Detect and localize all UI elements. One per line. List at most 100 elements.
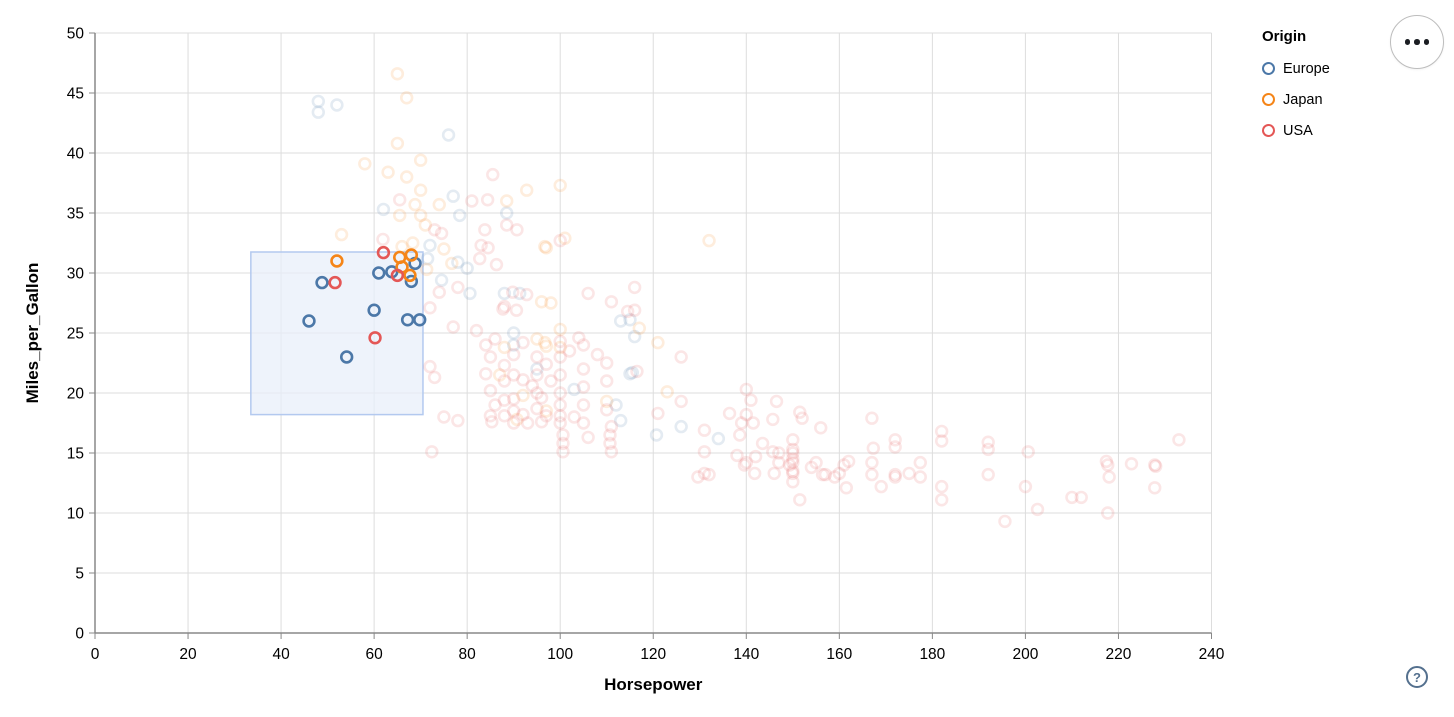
point-europe xyxy=(625,365,640,380)
x-axis-title: Horsepower xyxy=(604,675,703,694)
point-usa xyxy=(530,386,544,400)
dot xyxy=(1414,39,1420,45)
x-tick-label: 140 xyxy=(733,646,759,663)
point-usa xyxy=(766,445,780,459)
point-europe-selected xyxy=(404,274,419,289)
y-tick-label: 10 xyxy=(67,506,85,523)
point-usa xyxy=(427,370,442,385)
point-usa xyxy=(1148,458,1162,472)
europe-symbol-icon xyxy=(1262,62,1275,75)
x-tick-label: 120 xyxy=(640,646,666,663)
point-usa xyxy=(888,470,902,484)
point-usa xyxy=(697,445,712,459)
point-usa xyxy=(730,448,744,463)
point-usa xyxy=(520,416,535,430)
x-tick-label: 160 xyxy=(826,646,852,663)
point-japan xyxy=(520,183,534,197)
point-usa xyxy=(446,320,460,334)
point-usa xyxy=(488,398,502,412)
point-usa xyxy=(489,257,504,272)
point-japan xyxy=(530,332,544,346)
point-usa xyxy=(506,368,521,382)
point-usa xyxy=(576,338,591,352)
point-usa xyxy=(841,454,856,469)
point-usa xyxy=(865,411,879,425)
point-usa xyxy=(1148,459,1163,473)
point-usa xyxy=(865,455,879,470)
point-usa xyxy=(496,302,510,316)
point-usa xyxy=(837,458,851,472)
point-japan xyxy=(413,183,428,197)
y-axis-title: Miles_per_Gallon xyxy=(23,263,42,404)
point-usa xyxy=(1172,433,1186,447)
point-japan xyxy=(358,157,372,171)
point-japan xyxy=(418,218,432,232)
point-usa xyxy=(1030,502,1045,517)
point-europe xyxy=(330,98,344,112)
point-japan xyxy=(497,340,512,355)
point-europe xyxy=(513,286,527,301)
point-usa xyxy=(525,379,539,393)
point-usa xyxy=(786,433,800,447)
point-europe-selected xyxy=(367,303,381,317)
point-usa xyxy=(746,416,760,430)
point-usa xyxy=(423,359,437,374)
vega-actions-button[interactable] xyxy=(1390,15,1444,69)
legend-title: Origin xyxy=(1262,28,1307,45)
point-europe xyxy=(613,314,628,328)
point-usa xyxy=(604,445,619,459)
y-tick-label: 40 xyxy=(67,146,85,163)
point-usa xyxy=(620,304,635,319)
point-usa xyxy=(998,514,1012,529)
point-usa xyxy=(516,373,530,387)
point-europe-selected xyxy=(315,275,329,290)
point-europe xyxy=(609,398,623,412)
legend-entry-usa: USA xyxy=(1262,115,1412,146)
point-japan xyxy=(516,388,530,403)
point-usa xyxy=(432,285,446,299)
point-europe xyxy=(500,206,514,220)
point-japan xyxy=(445,256,459,271)
point-usa xyxy=(1021,445,1035,459)
point-usa xyxy=(530,350,544,364)
ellipsis-icon xyxy=(1404,39,1430,45)
point-usa xyxy=(786,466,800,481)
point-europe xyxy=(649,428,664,442)
point-usa xyxy=(516,407,530,422)
point-usa xyxy=(497,393,512,407)
point-usa xyxy=(567,410,581,424)
point-europe-selected xyxy=(302,314,316,328)
point-japan xyxy=(539,404,553,418)
point-europe xyxy=(506,326,521,340)
point-europe xyxy=(451,255,465,269)
y-tick-label: 5 xyxy=(75,566,84,583)
point-japan xyxy=(600,394,614,409)
point-usa xyxy=(814,421,828,435)
point-usa xyxy=(839,481,854,495)
point-usa xyxy=(786,446,800,460)
point-usa xyxy=(804,460,819,475)
x-tick-label: 80 xyxy=(459,646,477,663)
point-europe xyxy=(376,202,391,217)
point-usa xyxy=(603,436,617,451)
point-usa xyxy=(603,428,617,442)
point-europe xyxy=(497,286,512,301)
point-usa xyxy=(769,394,784,409)
point-europe xyxy=(674,419,688,434)
x-tick-label: 20 xyxy=(179,646,197,663)
point-usa xyxy=(1102,470,1116,484)
point-europe xyxy=(506,338,521,352)
point-japan xyxy=(553,178,567,193)
point-usa xyxy=(888,433,902,447)
point-europe-selected xyxy=(339,350,354,364)
point-usa xyxy=(786,475,800,489)
point-usa xyxy=(691,470,705,484)
help-icon[interactable]: ? xyxy=(1406,666,1428,688)
legend-entry-label: USA xyxy=(1283,122,1313,139)
point-usa xyxy=(600,374,614,388)
point-usa xyxy=(913,455,927,470)
point-usa xyxy=(497,409,512,423)
point-japan xyxy=(493,368,507,382)
point-usa xyxy=(1101,458,1115,472)
